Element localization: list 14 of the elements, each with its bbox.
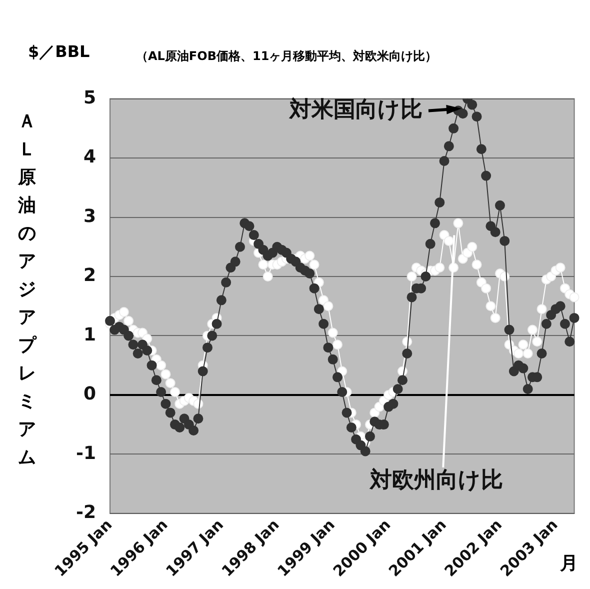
chart-subtitle: （AL原油FOB価格、11ヶ月移動平均、対欧米向け比） <box>136 48 438 65</box>
y-tick-label: -2 <box>76 502 96 524</box>
series-label: 対米国向け比 <box>288 96 422 123</box>
y-tick-label: 0 <box>83 384 96 405</box>
y-tick-label: 2 <box>83 265 96 286</box>
text: ＡＬ原油のアジアプレミアム <box>18 111 36 468</box>
chart-title: $／BBL <box>28 42 90 63</box>
y-tick-label: 3 <box>83 206 96 227</box>
series-label: 対欧州向け比 <box>368 467 503 494</box>
y-tick-label: -1 <box>76 442 96 464</box>
y-tick-label: 1 <box>83 324 96 346</box>
x-axis-title: 月 <box>560 552 578 575</box>
y-tick-label: 4 <box>83 146 96 168</box>
y-tick-label: 5 <box>83 87 96 108</box>
